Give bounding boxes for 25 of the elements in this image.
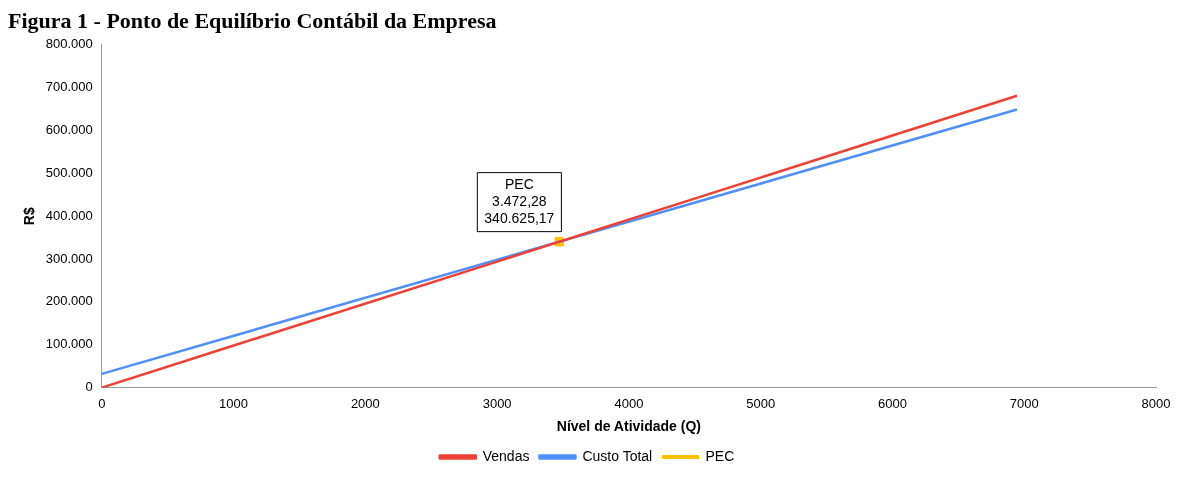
x-tick-label: 1000 [219,395,249,411]
y-tick-label: 400.000 [45,207,93,223]
annotation: PEC 3.472,28 340.625,17 [484,175,555,226]
x-tick-label: 0 [98,395,106,411]
x-tick-label: 5000 [746,395,776,411]
chart-title: Figura 1 - Ponto de Equilíbrio Contábil da Empresa [8,8,498,34]
y-tick-label: 700.000 [45,79,93,95]
y-tick-label: 500.000 [45,164,93,180]
y-tick-label: 800.000 [45,36,93,52]
legend-label: Vendas [482,447,530,464]
x-tick-label: 7000 [1009,395,1039,411]
x-tick-label: 8000 [1141,395,1171,411]
x-tick-label: 6000 [877,395,907,411]
y-tick-label: 300.000 [45,250,93,266]
x-tick-label: 3000 [482,395,512,411]
y-tick-label: 600.000 [45,122,93,138]
x-axis-title: Nível de Atividade (Q) [556,418,701,435]
y-tick-label: 0 [85,379,93,395]
x-tick-label: 2000 [350,395,380,411]
legend-label: Custo Total [582,447,653,464]
x-tick-label: 4000 [614,395,644,411]
y-tick-label: 200.000 [45,293,93,309]
y-axis-title: R$ [21,207,38,226]
legend-label: PEC [705,447,735,464]
y-tick-label: 100.000 [45,336,93,352]
